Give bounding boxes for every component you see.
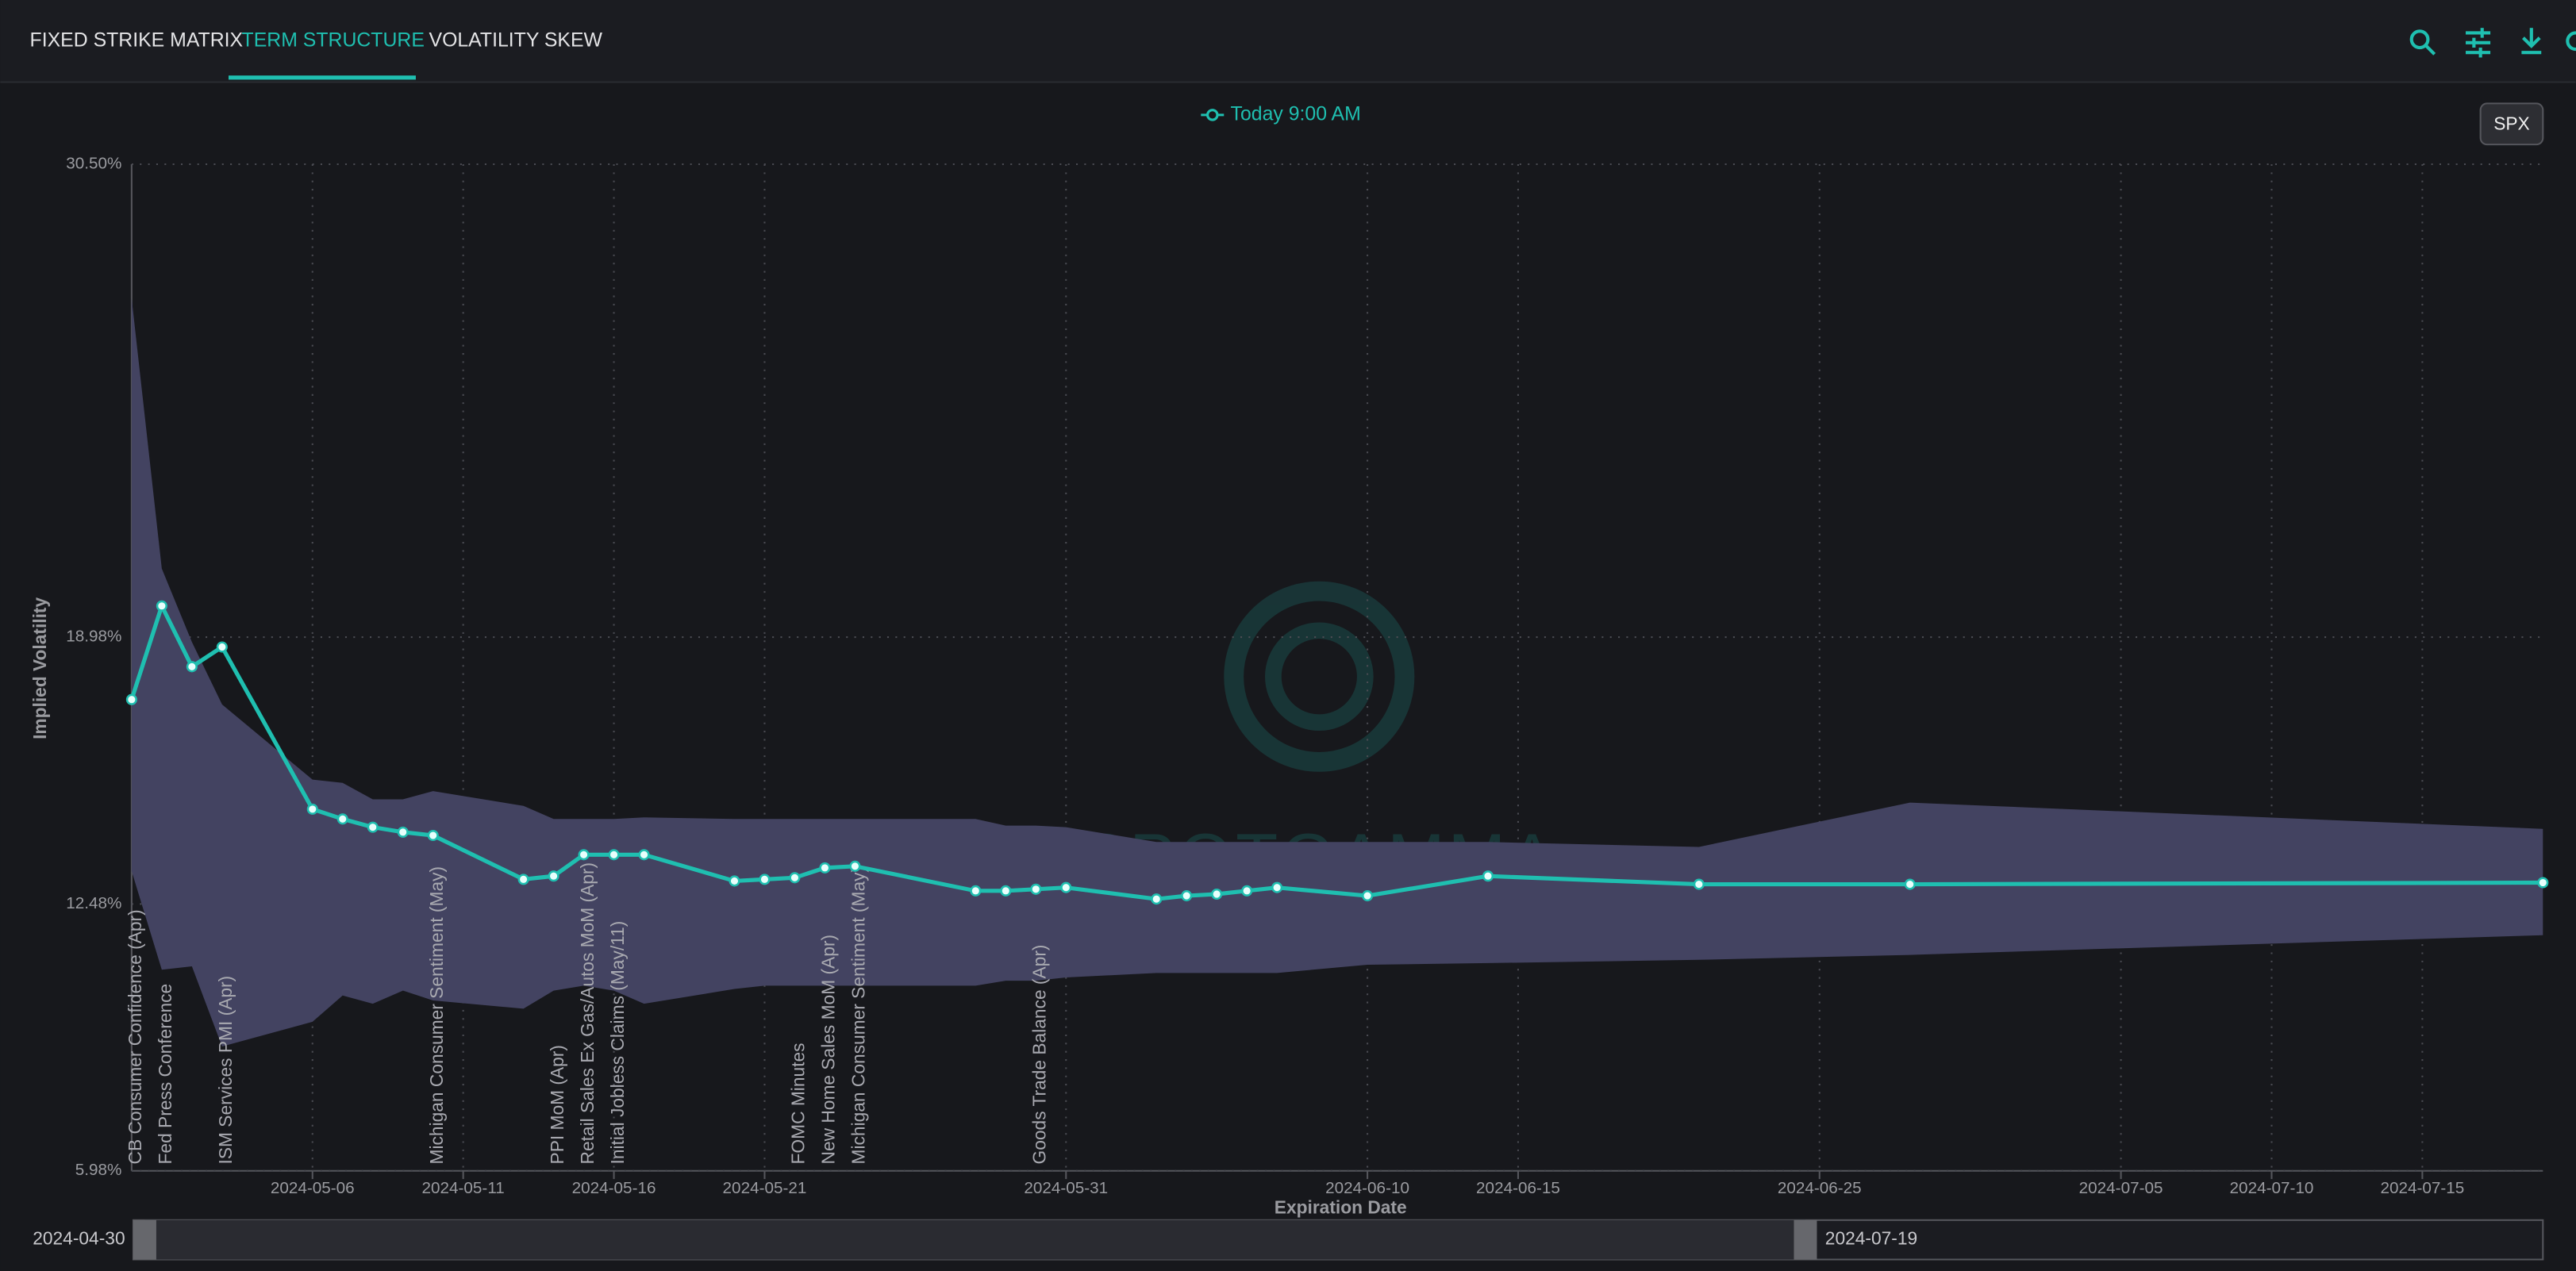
event-label: FOMC Minutes bbox=[788, 1043, 809, 1165]
data-point bbox=[517, 874, 529, 885]
event-label: Michigan Consumer Sentiment (May) bbox=[848, 866, 869, 1165]
symbol-button[interactable] bbox=[2479, 102, 2544, 146]
y-tick-label: 12.48% bbox=[66, 894, 121, 912]
data-point bbox=[1211, 888, 1223, 900]
tab-indicator bbox=[229, 75, 416, 80]
data-point bbox=[427, 829, 439, 842]
data-point bbox=[1181, 890, 1193, 902]
data-point bbox=[638, 849, 650, 861]
y-tick-label: 30.50% bbox=[66, 154, 121, 172]
data-point bbox=[1241, 885, 1253, 897]
legend: Today 9:00 AM bbox=[1201, 103, 1361, 125]
toolbar-icons bbox=[2409, 28, 2576, 58]
data-point bbox=[1362, 890, 1374, 902]
y-tick-label: 18.98% bbox=[66, 628, 121, 646]
range-slider[interactable]: 2024-04-30 2024-07-19 bbox=[33, 1219, 2544, 1261]
data-point bbox=[970, 885, 982, 897]
x-axis-label: Expiration Date bbox=[1275, 1196, 1407, 1217]
legend-label: Today 9:00 AM bbox=[1231, 103, 1361, 125]
data-point bbox=[1693, 878, 1705, 890]
data-point bbox=[1151, 893, 1163, 905]
slider-handle[interactable] bbox=[133, 1219, 156, 1260]
data-point bbox=[1030, 883, 1042, 895]
x-tick-label: 2024-06-25 bbox=[1778, 1179, 1862, 1197]
event-label: Initial Jobless Claims (May/11) bbox=[607, 921, 628, 1165]
data-point bbox=[789, 872, 801, 884]
tab-active[interactable]: TERM STRUCTURE bbox=[242, 29, 425, 51]
x-tick-label: 2024-06-15 bbox=[1476, 1179, 1560, 1197]
slider-handle[interactable] bbox=[1794, 1219, 1817, 1260]
data-point bbox=[125, 693, 137, 705]
legend-marker bbox=[1206, 109, 1219, 121]
download-icon[interactable] bbox=[2521, 28, 2542, 55]
tab[interactable]: VOLATILITY SKEW bbox=[429, 29, 603, 51]
x-tick-label: 2024-05-16 bbox=[572, 1179, 656, 1197]
data-point bbox=[608, 849, 620, 861]
event-label: CB Consumer Confidence (Apr) bbox=[125, 909, 145, 1164]
data-point bbox=[1060, 881, 1072, 893]
slider-selection[interactable] bbox=[144, 1219, 1805, 1260]
event-label: Goods Trade Balance (Apr) bbox=[1029, 945, 1050, 1165]
event-label: PPI MoM (Apr) bbox=[547, 1045, 567, 1164]
event-label: ISM Services PMI (Apr) bbox=[215, 976, 236, 1165]
event-label: New Home Sales MoM (Apr) bbox=[818, 935, 839, 1165]
x-tick-label: 2024-07-10 bbox=[2230, 1179, 2314, 1197]
data-point bbox=[578, 849, 590, 861]
settings-icon[interactable] bbox=[2466, 28, 2491, 58]
zoom-icon[interactable] bbox=[2409, 29, 2436, 56]
symbol-label[interactable]: SPX bbox=[2493, 113, 2530, 133]
x-tick-label: 2024-05-21 bbox=[723, 1179, 807, 1197]
x-tick-label: 2024-05-11 bbox=[422, 1179, 505, 1197]
data-point bbox=[1271, 881, 1283, 893]
slider-start: 2024-04-30 bbox=[33, 1228, 125, 1249]
event-label: Michigan Consumer Sentiment (May) bbox=[426, 866, 447, 1165]
x-tick-label: 2024-07-05 bbox=[2079, 1179, 2163, 1197]
event-label: Retail Sales Ex Gas/Autos MoM (Apr) bbox=[577, 862, 598, 1165]
tab[interactable]: FIXED STRIKE MATRIX bbox=[30, 29, 244, 51]
data-point bbox=[397, 826, 409, 838]
slider-end: 2024-07-19 bbox=[1825, 1228, 1917, 1249]
data-point bbox=[2537, 877, 2549, 889]
data-point bbox=[729, 875, 740, 887]
event-label: Fed Press Conference bbox=[155, 984, 175, 1165]
toolbar bbox=[0, 0, 2576, 83]
plot: 5.98% 12.48% 18.98% 30.50% 2024-05-06 2024-05… bbox=[66, 154, 2549, 1197]
data-point bbox=[1904, 878, 1916, 890]
x-tick-label: 2024-05-06 bbox=[271, 1179, 355, 1197]
y-tick-label: 5.98% bbox=[75, 1161, 122, 1179]
data-point bbox=[1000, 885, 1012, 897]
y-axis-label: Implied Volatility bbox=[29, 597, 50, 739]
data-point bbox=[819, 862, 831, 874]
x-tick-label: 2024-06-10 bbox=[1325, 1179, 1409, 1197]
data-point bbox=[759, 874, 771, 885]
data-point bbox=[186, 661, 198, 673]
data-point bbox=[548, 870, 559, 882]
data-point bbox=[306, 803, 318, 815]
data-point bbox=[1482, 870, 1494, 882]
data-point bbox=[336, 813, 348, 825]
data-point bbox=[849, 860, 861, 872]
range-band bbox=[131, 298, 2543, 1046]
data-point bbox=[367, 821, 379, 833]
x-tick-label: 2024-05-31 bbox=[1024, 1179, 1108, 1197]
data-point bbox=[216, 641, 228, 653]
data-point bbox=[156, 600, 167, 612]
x-tick-label: 2024-07-15 bbox=[2380, 1179, 2464, 1197]
